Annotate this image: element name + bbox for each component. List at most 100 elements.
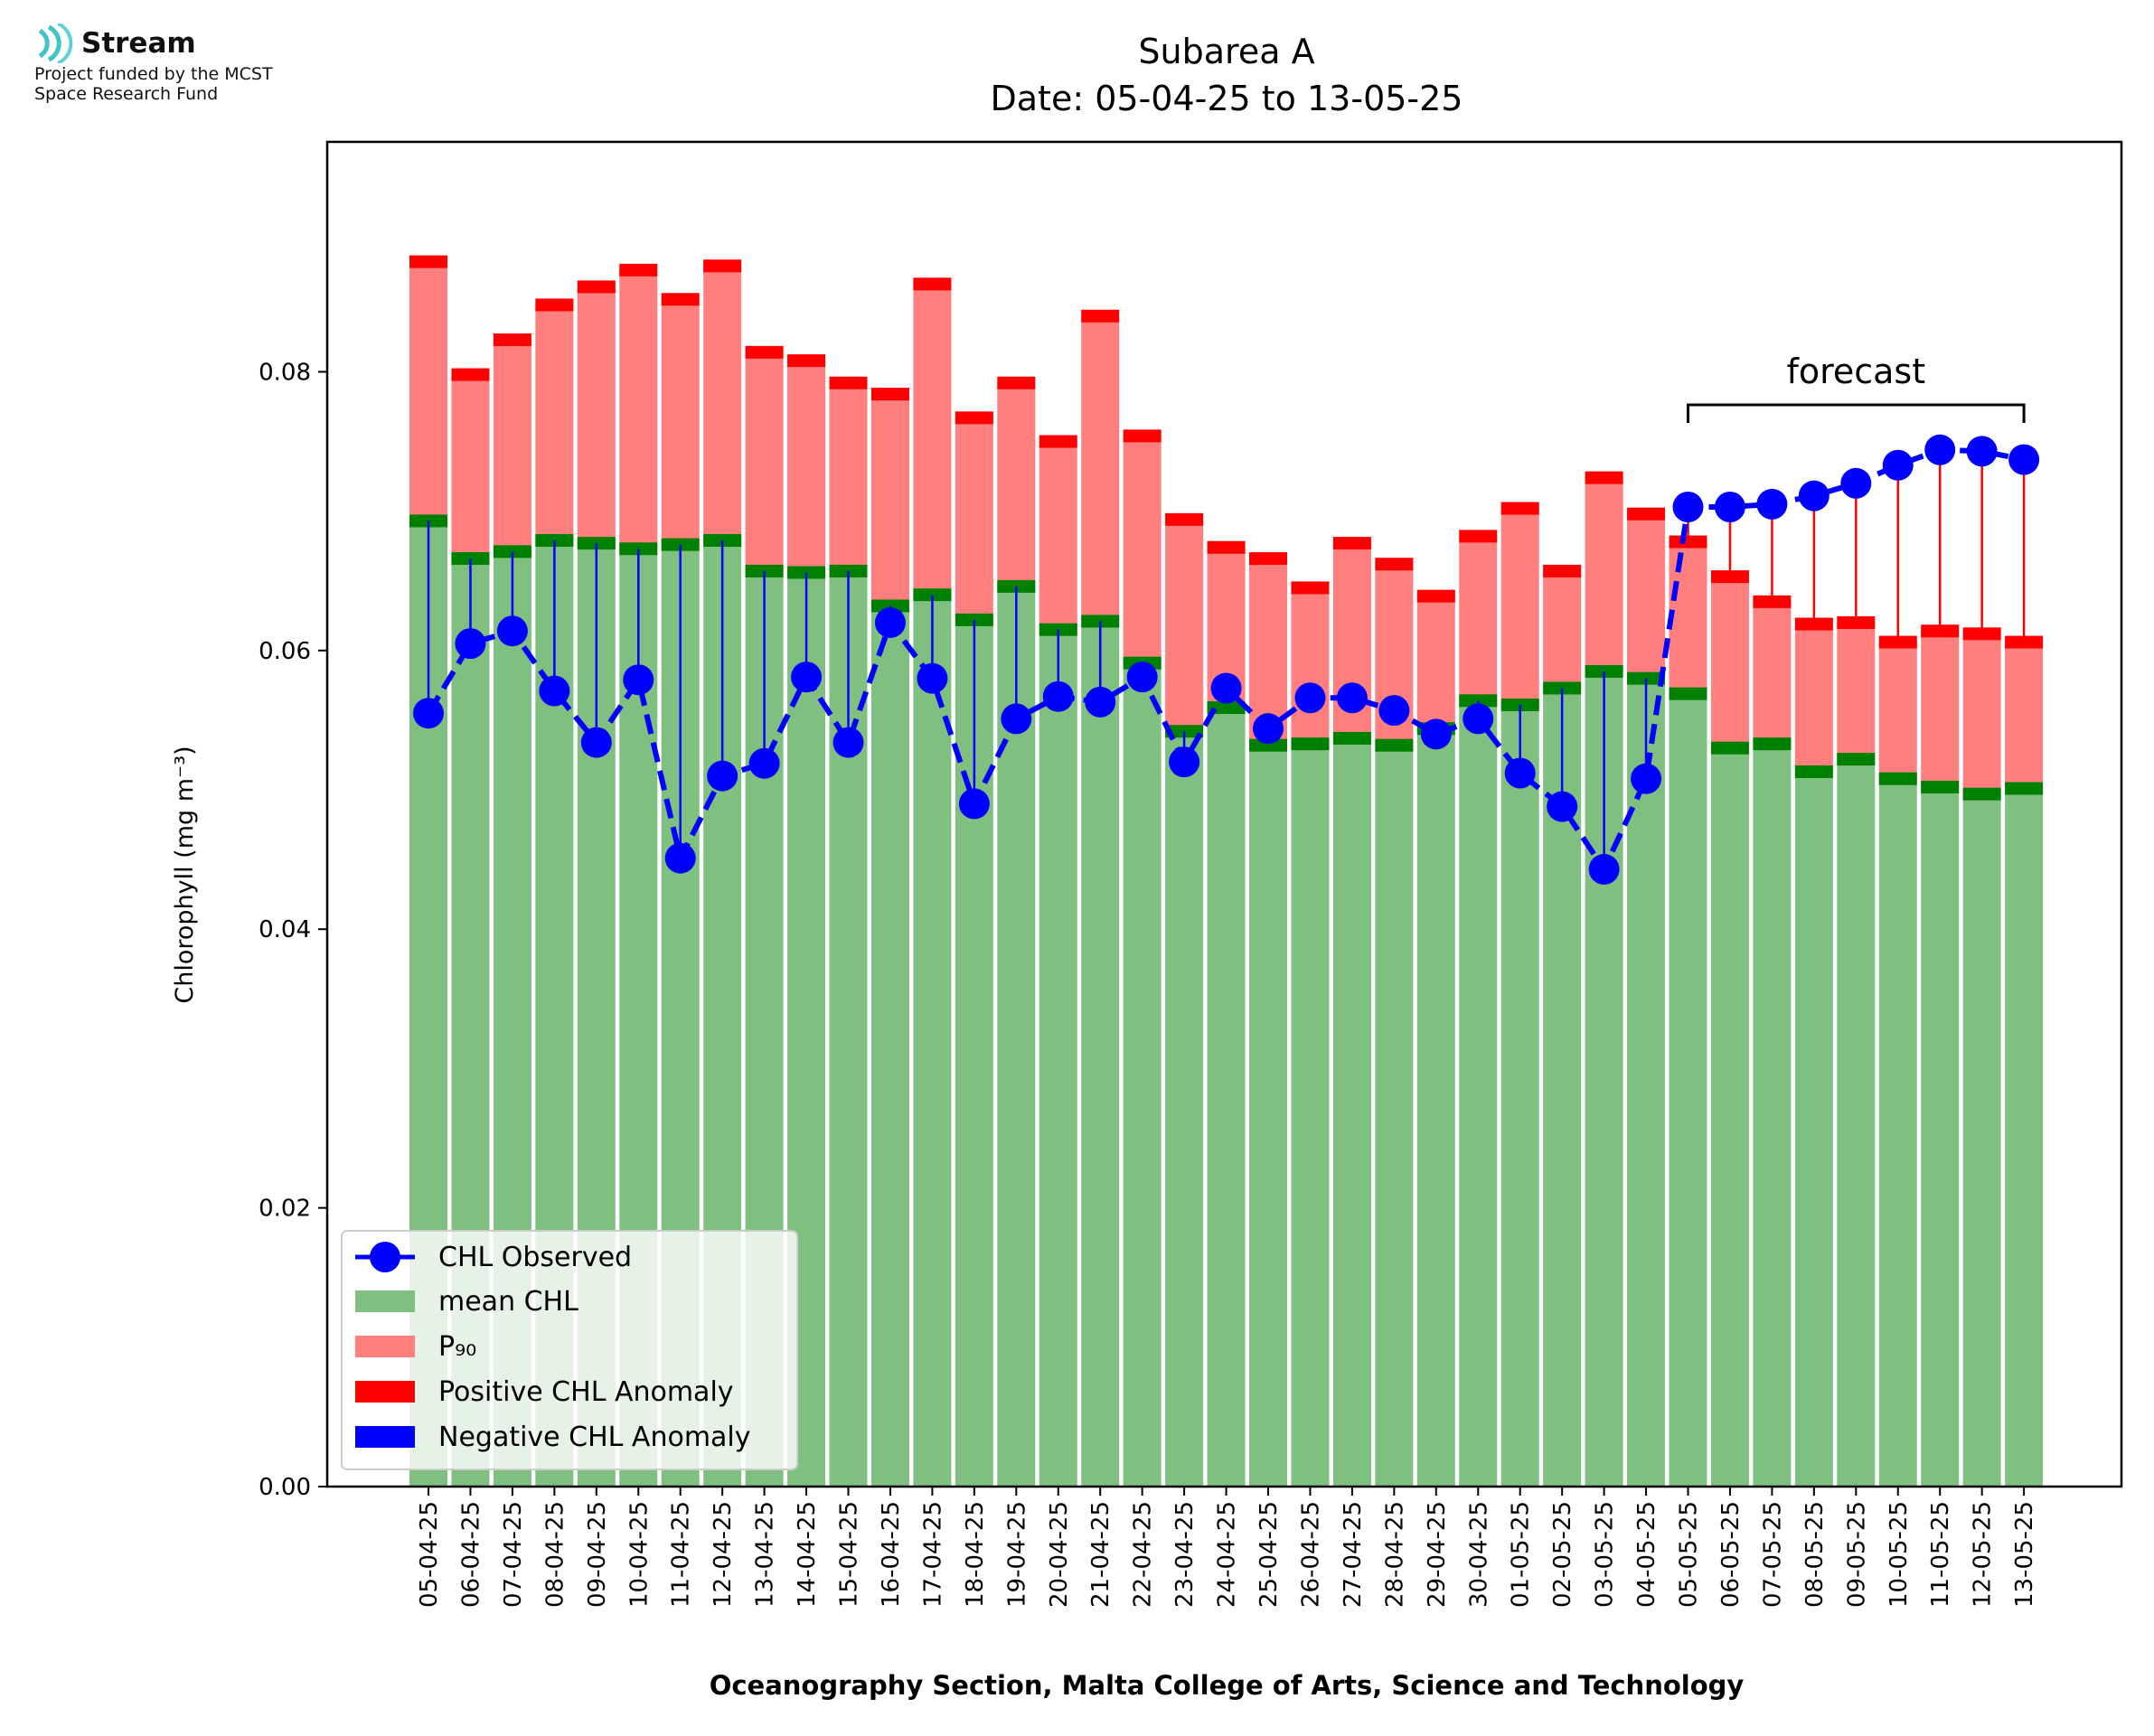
mean-chl-bar [1375,745,1414,1487]
x-tick-label: 30-04-25 [1465,1501,1492,1608]
p90-cap [535,298,574,312]
x-tick-label: 07-05-25 [1759,1501,1786,1608]
p90-bar [661,299,700,545]
x-tick-label: 08-04-25 [541,1501,569,1608]
chl-observed-point [623,664,654,696]
mean-chl-bar [1837,759,1876,1487]
mean-chl-bar [1123,662,1162,1487]
p90-cap [829,376,868,389]
brand-name: Stream [81,27,196,60]
p90-cap [1291,581,1330,595]
p90-cap [1039,435,1077,448]
chl-observed-point [1840,467,1872,499]
chl-observed-point [1420,718,1452,750]
chl-observed-point [496,615,528,647]
mean-chl-bar [1878,778,1917,1487]
legend-label: Positive CHL Anomaly [438,1376,734,1408]
chl-observed-point [1588,853,1620,885]
p90-cap [745,345,784,359]
legend-p90-swatch [355,1336,415,1357]
p90-bar [577,286,616,544]
x-tick-label: 19-04-25 [1003,1501,1030,1608]
x-tick-label: 16-04-25 [878,1501,905,1608]
mean-chl-bar [1753,744,1792,1487]
p90-cap [1459,530,1498,543]
mean-chl-bar [997,586,1036,1487]
x-tick-label: 20-04-25 [1046,1501,1073,1608]
x-tick-label: 17-04-25 [919,1501,946,1608]
p90-bar [1459,536,1498,701]
x-tick-label: 24-04-25 [1214,1501,1241,1608]
p90-cap [1375,558,1414,571]
chl-observed-point [791,662,823,693]
chl-observed-point [1085,686,1116,718]
x-tick-label: 11-04-25 [668,1501,695,1608]
chl-observed-point [1294,682,1326,714]
mean-chl-bar [1207,708,1246,1487]
p90-bar [1921,631,1960,787]
p90-cap [451,368,490,381]
x-tick-label: 13-04-25 [752,1501,779,1608]
mean-cap [1249,738,1287,752]
mean-chl-bar [1165,731,1204,1487]
x-tick-label: 21-04-25 [1087,1501,1115,1608]
p90-bar [1837,622,1876,760]
x-tick-label: 12-04-25 [710,1501,737,1608]
p90-cap [955,411,993,425]
x-tick-label: 26-04-25 [1297,1501,1324,1608]
p90-bar [1794,624,1833,772]
p90-bar [703,266,742,541]
p90-bar [451,374,490,559]
p90-bar [1123,436,1162,663]
chart-subtitle: Date: 05-04-25 to 13-05-25 [991,79,1463,118]
p90-cap [1500,502,1539,515]
legend-label: P₉₀ [438,1331,476,1363]
chl-observed-point [1966,436,1998,467]
chl-observed-point [1126,662,1158,693]
p90-bar [1962,633,2001,794]
x-tick-label: 11-05-25 [1927,1501,1954,1608]
p90-bar [1585,477,1623,671]
p90-cap [493,333,531,346]
mean-cap [1332,731,1371,745]
mean-chl-bar [1249,745,1287,1487]
mean-chl-bar [1081,621,1120,1487]
legend-observed-marker [370,1242,400,1272]
chl-observed-point [1714,491,1745,522]
mean-cap [2005,782,2044,795]
chl-observed-point [917,662,948,694]
p90-bar [1878,642,1917,779]
p90-bar [1753,601,1792,745]
p90-cap [1416,589,1455,603]
p90-bar [1500,508,1539,705]
p90-cap [1249,552,1287,566]
p90-cap [1207,540,1246,554]
x-tick-label: 07-04-25 [500,1501,527,1608]
chl-observed-point [1042,680,1074,712]
chl-observed-point [664,842,696,874]
mean-cap [1837,753,1876,766]
chl-observed-point [539,675,570,707]
p90-cap [703,259,742,273]
x-tick-label: 14-04-25 [794,1501,821,1608]
p90-cap [913,277,952,291]
brand-funding-line-1: Project funded by the MCST [34,64,273,84]
mean-chl-bar [1921,786,1960,1487]
mean-cap [1878,772,1917,785]
x-tick-label: 05-05-25 [1676,1501,1703,1608]
x-tick-label: 06-05-25 [1717,1501,1745,1608]
p90-bar [1627,513,1666,679]
legend-positive-swatch [355,1381,415,1403]
mean-chl-bar [2005,788,2044,1487]
chl-observed-point [413,698,444,729]
mean-chl-bar [1627,678,1666,1487]
p90-bar [2005,642,2044,789]
y-tick-label: 0.08 [259,359,311,386]
p90-bar [787,361,826,573]
p90-bar [493,339,531,552]
mean-chl-bar [913,595,952,1487]
y-tick-label: 0.06 [259,638,311,665]
chl-observed-point [1001,703,1032,735]
x-tick-label: 06-04-25 [457,1501,484,1608]
